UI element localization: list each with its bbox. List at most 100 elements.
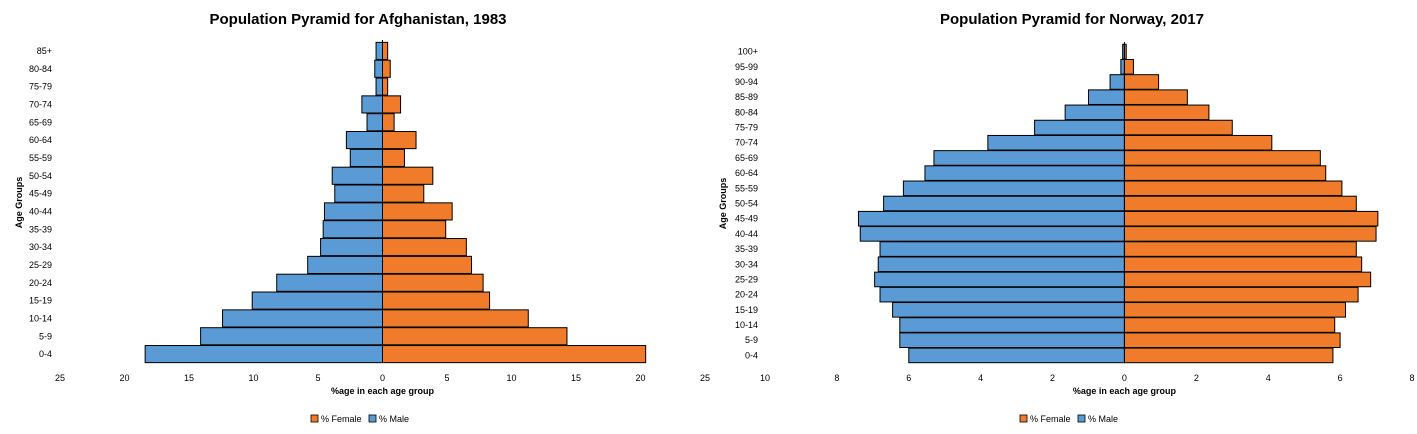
y-tick-label: 5-9 <box>39 331 52 341</box>
x-tick-label: 4 <box>978 373 983 383</box>
y-tick-label: 0-4 <box>39 349 52 359</box>
bar-female-85+ <box>382 41 389 60</box>
y-tick-label: 60-64 <box>735 168 758 178</box>
bar-female-5-9 <box>382 327 568 346</box>
bar-female-60-64 <box>382 131 417 150</box>
y-tick-label: 40-44 <box>735 229 758 239</box>
bar-male-80-84 <box>374 59 384 78</box>
bar-female-40-44 <box>1123 226 1377 242</box>
y-tick-label: 10-14 <box>735 320 758 330</box>
chart-title: Population Pyramid for Afghanistan, 1983 <box>210 11 507 28</box>
legend-item-female-swatch <box>1019 414 1028 423</box>
bar-male-0-4 <box>908 347 1125 364</box>
x-tick-label: 10 <box>506 373 516 383</box>
bar-female-20-24 <box>1123 286 1359 303</box>
bar-male-0-4 <box>144 345 383 364</box>
bar-female-55-59 <box>382 148 405 167</box>
y-tick-label: 50-54 <box>29 171 52 181</box>
x-tick-label: 25 <box>700 373 710 383</box>
bar-female-0-4 <box>382 345 647 364</box>
y-tick-label: 80-84 <box>29 64 52 74</box>
bar-male-5-9 <box>899 332 1125 349</box>
legend-item-female-swatch <box>310 414 319 423</box>
legend-item-female-label: % Female <box>1030 414 1071 424</box>
bar-female-70-74 <box>382 95 402 114</box>
bar-male-50-54 <box>883 195 1125 212</box>
y-tick-label: 35-39 <box>29 224 52 234</box>
bar-female-10-14 <box>1123 317 1336 333</box>
bar-female-90-94 <box>1123 74 1160 90</box>
bar-male-85+ <box>375 41 383 60</box>
x-tick-label: 5 <box>444 373 449 383</box>
x-tick-label: 4 <box>1266 373 1271 383</box>
x-tick-label: 0 <box>1122 373 1127 383</box>
chart-title: Population Pyramid for Norway, 2017 <box>940 11 1204 28</box>
bar-male-40-44 <box>323 202 384 221</box>
bar-male-75-79 <box>1034 119 1125 136</box>
bar-female-40-44 <box>382 202 453 221</box>
y-tick-label: 60-64 <box>29 135 52 145</box>
bar-male-5-9 <box>200 327 383 346</box>
bar-female-95-99 <box>1123 58 1134 75</box>
y-axis-label: Age Groups <box>718 178 728 230</box>
y-tick-label: 30-34 <box>29 242 52 252</box>
bar-female-30-34 <box>1123 256 1363 273</box>
bar-male-25-29 <box>874 271 1125 288</box>
x-tick-label: 2 <box>1194 373 1199 383</box>
y-tick-label: 15-19 <box>29 296 52 306</box>
bar-male-60-64 <box>345 131 384 150</box>
bar-male-70-74 <box>361 95 383 114</box>
y-tick-label: 5-9 <box>745 335 758 345</box>
bar-female-15-19 <box>382 291 491 310</box>
bar-female-85-89 <box>1123 89 1188 105</box>
y-tick-label: 75-79 <box>735 123 758 133</box>
y-tick-label: 55-59 <box>29 153 52 163</box>
x-tick-label: 8 <box>1409 373 1414 383</box>
bar-female-75-79 <box>1123 119 1233 136</box>
x-tick-label: 6 <box>906 373 911 383</box>
x-tick-label: 10 <box>248 373 258 383</box>
bar-male-65-69 <box>366 113 383 132</box>
bar-female-65-69 <box>382 113 395 132</box>
x-tick-label: 20 <box>119 373 129 383</box>
y-tick-label: 15-19 <box>735 305 758 315</box>
y-tick-label: 20-24 <box>735 290 758 300</box>
bar-male-20-24 <box>276 273 383 292</box>
bar-male-25-29 <box>307 255 383 274</box>
legend-item-male-swatch <box>1077 414 1086 423</box>
x-axis-label: %age in each age group <box>331 386 435 396</box>
bar-female-25-29 <box>382 255 473 274</box>
bar-male-40-44 <box>859 226 1125 242</box>
y-tick-label: 35-39 <box>735 244 758 254</box>
bar-male-55-59 <box>902 180 1125 197</box>
x-tick-label: 20 <box>635 373 645 383</box>
legend-item-male-label: % Male <box>379 414 409 424</box>
legend: % Female % Male <box>310 414 409 424</box>
bar-female-75-79 <box>382 77 389 96</box>
bar-male-20-24 <box>879 286 1125 303</box>
bar-male-95-99 <box>1120 58 1125 75</box>
bar-female-35-39 <box>1123 241 1357 257</box>
bar-male-30-34 <box>877 256 1125 273</box>
chart-norway-2017: Population Pyramid for Norway, 2017 0-4 5… <box>718 11 1415 424</box>
x-tick-label: 6 <box>1338 373 1343 383</box>
x-tick-label: 2 <box>1050 373 1055 383</box>
legend-item-male-swatch <box>368 414 377 423</box>
x-tick-label: 25 <box>55 373 65 383</box>
bar-female-10-14 <box>382 309 529 328</box>
bar-male-35-39 <box>879 241 1125 257</box>
y-tick-label: 45-49 <box>735 214 758 224</box>
bar-female-45-49 <box>1123 210 1379 227</box>
y-tick-label: 75-79 <box>29 82 52 92</box>
y-tick-label: 45-49 <box>29 189 52 199</box>
y-tick-label: 80-84 <box>735 107 758 117</box>
bar-male-50-54 <box>331 166 384 185</box>
bar-female-30-34 <box>382 238 467 257</box>
y-tick-label: 95-99 <box>735 62 758 72</box>
bar-female-25-29 <box>1123 271 1372 288</box>
y-axis-label: Age Groups <box>14 177 24 229</box>
bar-male-60-64 <box>924 165 1125 181</box>
x-tick-label: 5 <box>315 373 320 383</box>
legend-item-male-label: % Male <box>1088 414 1118 424</box>
